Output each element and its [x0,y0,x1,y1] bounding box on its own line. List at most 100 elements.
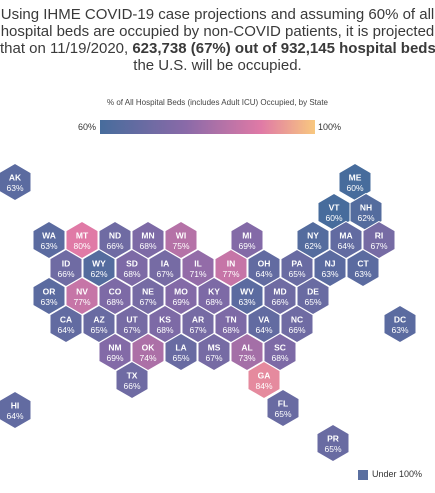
state-abbr-label: MI [242,231,251,241]
state-abbr-label: ID [62,259,71,269]
state-hex-shape [98,332,132,372]
state-pct-label: 68% [123,269,140,279]
state-abbr-label: LA [175,343,186,353]
state-hex-shape [346,248,380,288]
state-pct-label: 65% [90,325,107,335]
state-abbr-label: IN [227,259,236,269]
state-abbr-label: TX [127,371,138,381]
state-hex-shape [164,332,198,372]
state-abbr-label: CT [357,259,369,269]
state-abbr-label: NE [142,287,154,297]
state-abbr-label: TN [225,315,236,325]
state-pct-label: 68% [139,241,156,251]
state-abbr-label: WY [92,259,106,269]
state-pct-label: 66% [123,381,140,391]
state-pct-label: 63% [321,269,338,279]
state-pct-label: 65% [172,353,189,363]
legend-max-label: 100% [318,122,342,132]
state-abbr-label: PR [327,434,339,444]
state-abbr-label: KY [208,287,220,297]
state-abbr-label: WA [42,231,56,241]
state-pct-label: 67% [205,353,222,363]
state-pct-label: 65% [274,409,291,419]
headline-line-2: hospital beds are occupied by non-COVID … [0,23,435,40]
state-pct-label: 67% [123,325,140,335]
state-abbr-label: IA [161,259,170,269]
headline-line-4: the U.S. will be occupied. [133,57,302,74]
state-pct-label: 73% [238,353,255,363]
under-100-swatch [358,470,368,480]
state-abbr-label: MA [339,231,352,241]
state-pct-label: 65% [288,269,305,279]
state-abbr-label: VT [329,203,341,213]
state-abbr-label: MT [76,231,89,241]
state-pct-label: 62% [304,241,321,251]
state-pct-label: 74% [139,353,156,363]
state-abbr-label: DC [394,315,406,325]
state-pct-label: 65% [304,297,321,307]
state-pct-label: 80% [73,241,90,251]
state-hex-shape [313,248,347,288]
headline-line-3: that on 11/19/2020, 623,738 (67%) out of… [0,40,435,57]
state-hex-shape [230,332,264,372]
state-abbr-label: SC [274,343,286,353]
state-pct-label: 63% [354,269,371,279]
state-abbr-label: ND [109,231,121,241]
state-pct-label: 63% [238,297,255,307]
state-hex-shape [115,360,149,400]
state-hex-shape [247,360,281,400]
state-hex-shape [197,332,231,372]
state-abbr-label: NH [360,203,372,213]
state-abbr-label: NY [307,231,319,241]
state-hex-shape [0,162,32,202]
under-100-label: Under 100% [372,469,423,479]
state-hex-shape [266,388,300,428]
state-abbr-label: FL [278,399,288,409]
state-abbr-label: DE [307,287,319,297]
state-pct-label: 68% [156,325,173,335]
state-abbr-label: VA [258,315,269,325]
state-pct-label: 64% [255,325,272,335]
state-hex-shape [32,276,66,316]
state-hex-shape [280,304,314,344]
state-pct-label: 67% [156,269,173,279]
state-abbr-label: UT [126,315,138,325]
state-pct-label: 65% [324,444,341,454]
state-abbr-label: AK [9,173,22,183]
state-abbr-label: KS [159,315,171,325]
state-abbr-label: MD [273,287,286,297]
state-pct-label: 63% [40,241,57,251]
state-abbr-label: WV [240,287,254,297]
state-abbr-label: MO [174,287,188,297]
state-abbr-label: AL [241,343,252,353]
state-pct-label: 64% [57,325,74,335]
state-pct-label: 69% [106,353,123,363]
state-abbr-label: NM [108,343,121,353]
state-pct-label: 62% [90,269,107,279]
state-pct-label: 60% [325,213,342,223]
state-abbr-label: AR [192,315,204,325]
state-hex-shape [316,423,350,463]
state-pct-label: 68% [271,353,288,363]
state-abbr-label: PA [291,259,302,269]
